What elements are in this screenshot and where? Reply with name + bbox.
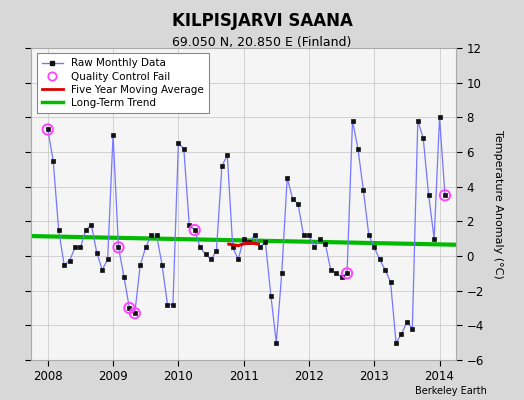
- Legend: Raw Monthly Data, Quality Control Fail, Five Year Moving Average, Long-Term Tren: Raw Monthly Data, Quality Control Fail, …: [37, 53, 209, 113]
- Point: [43, 126, 52, 133]
- Text: Berkeley Earth: Berkeley Earth: [416, 386, 487, 396]
- Text: 69.050 N, 20.850 E (Finland): 69.050 N, 20.850 E (Finland): [172, 36, 352, 49]
- Point: [125, 305, 134, 311]
- Point: [130, 310, 139, 316]
- Point: [114, 244, 123, 250]
- Point: [343, 270, 351, 276]
- Point: [191, 227, 199, 233]
- Text: KILPISJARVI SAANA: KILPISJARVI SAANA: [171, 12, 353, 30]
- Point: [441, 192, 449, 198]
- Y-axis label: Temperature Anomaly (°C): Temperature Anomaly (°C): [493, 130, 503, 278]
